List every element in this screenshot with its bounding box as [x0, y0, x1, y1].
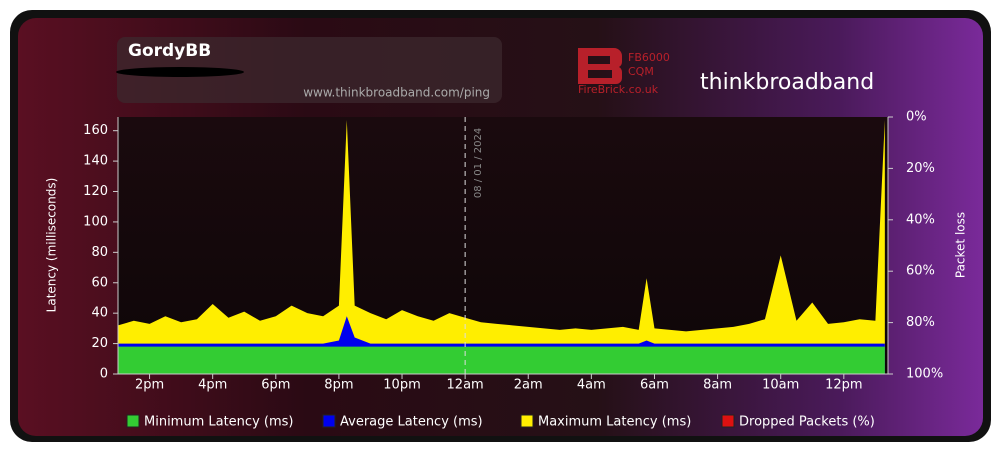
y-tick-label: 20: [91, 336, 108, 351]
legend-swatch: [126, 414, 140, 428]
x-tick-label: 8am: [703, 378, 732, 393]
legend-swatch: [322, 414, 336, 428]
legend-swatch: [520, 414, 534, 428]
y-tick-label: 120: [83, 184, 108, 199]
x-tick-label: 4pm: [198, 378, 227, 393]
x-tick-label: 4am: [577, 378, 606, 393]
date-annotation: 08 / 01 / 2024: [473, 128, 484, 198]
x-tick-label: 10pm: [383, 378, 420, 393]
legend-label: Average Latency (ms): [340, 415, 483, 430]
legend-swatch: [721, 414, 735, 428]
x-tick-label: 8pm: [324, 378, 353, 393]
y2-tick-label: 20%: [906, 161, 935, 176]
legend-label: Minimum Latency (ms): [144, 415, 293, 430]
subtitle: www.thinkbroadband.com/ping: [303, 86, 490, 100]
latency-area: [118, 346, 885, 374]
x-tick-label: 12am: [447, 378, 484, 393]
y-tick-label: 0: [100, 367, 108, 382]
x-tick-label: 6pm: [261, 378, 290, 393]
title: GordyBB: [128, 41, 211, 61]
firebrick-icon: [578, 48, 622, 84]
y2-tick-label: 60%: [906, 264, 935, 279]
y-tick-label: 100: [83, 214, 108, 229]
y-tick-label: 60: [91, 275, 108, 290]
legend-label: Maximum Latency (ms): [538, 415, 691, 430]
x-tick-label: 12pm: [825, 378, 862, 393]
redaction: [116, 67, 244, 77]
y-tick-label: 80: [91, 245, 108, 260]
y-axis-label: Latency (milliseconds): [45, 178, 59, 313]
firebrick-tag: CQM: [628, 65, 654, 78]
x-tick-label: 2pm: [135, 378, 164, 393]
legend-label: Dropped Packets (%): [739, 415, 875, 430]
x-tick-label: 2am: [514, 378, 543, 393]
header-box: [117, 37, 502, 103]
firebrick-site: FireBrick.co.uk: [578, 83, 659, 96]
y2-tick-label: 40%: [906, 212, 935, 227]
firebrick-model: FB6000: [628, 51, 670, 64]
y2-tick-label: 100%: [906, 367, 943, 382]
y2-axis-label: Packet loss: [954, 212, 968, 278]
y2-tick-label: 80%: [906, 315, 935, 330]
x-tick-label: 6am: [640, 378, 669, 393]
y-tick-label: 40: [91, 306, 108, 321]
y-tick-label: 140: [83, 154, 108, 169]
brand-logo: thinkbroadband: [700, 70, 874, 95]
x-tick-label: 10am: [762, 378, 799, 393]
y2-tick-label: 0%: [906, 110, 927, 125]
y-tick-label: 160: [83, 123, 108, 138]
